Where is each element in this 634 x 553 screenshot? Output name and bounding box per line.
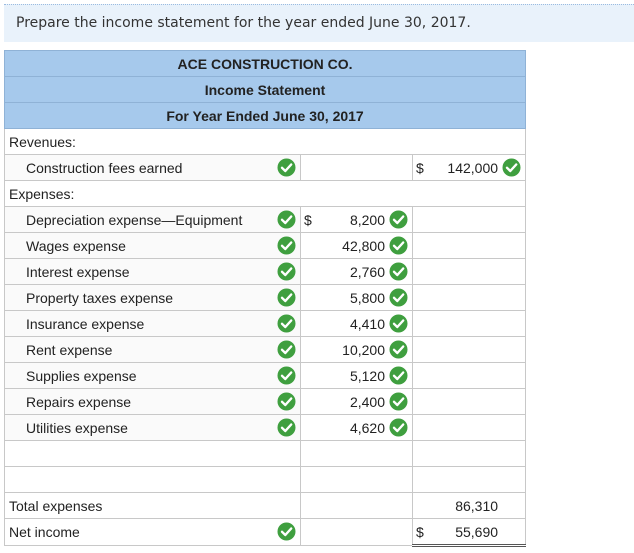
expense-amount: 8,200: [349, 212, 385, 228]
instruction-bar: Prepare the income statement for the yea…: [4, 4, 634, 42]
expense-amount: 10,200: [342, 342, 385, 358]
expense-amount: 5,120: [349, 368, 385, 384]
check-icon: [502, 158, 522, 177]
check-icon: [277, 288, 296, 307]
check-icon: [389, 210, 408, 229]
check-icon: [389, 236, 408, 255]
check-icon: [277, 158, 296, 177]
section-label: Revenues:: [9, 134, 76, 150]
instruction: Prepare the income statement for the yea…: [16, 15, 471, 31]
check-icon: [389, 392, 408, 411]
expense-amount: 5,800: [349, 290, 385, 306]
total-amount: 142,000: [447, 160, 499, 176]
expense-amount: 4,410: [349, 316, 385, 332]
line-label: Supplies expense: [26, 368, 137, 384]
total-amount: 55,690: [455, 524, 499, 540]
check-icon: [277, 340, 296, 359]
total-amount: 86,310: [455, 498, 499, 514]
line-label: Interest expense: [26, 264, 130, 280]
check-icon: [389, 418, 408, 437]
check-icon: [389, 340, 408, 359]
check-icon: [389, 314, 408, 333]
line-label: Insurance expense: [26, 316, 145, 332]
company-name: ACE CONSTRUCTION CO.: [3, 50, 527, 77]
check-icon: [277, 522, 296, 541]
expense-amount: 4,620: [349, 420, 385, 436]
check-icon: [277, 366, 296, 385]
line-label: Total expenses: [9, 498, 103, 514]
check-icon: [277, 314, 296, 333]
line-label: Wages expense: [26, 238, 126, 254]
expense-amount: 2,760: [349, 264, 385, 280]
statement-period: For Year Ended June 30, 2017: [3, 102, 527, 129]
check-icon: [277, 262, 296, 281]
expense-amount: 42,800: [342, 238, 385, 254]
income-statement: ACE CONSTRUCTION CO. Income Statement Fo…: [3, 50, 527, 547]
line-label: Utilities expense: [26, 420, 128, 436]
check-icon: [277, 210, 296, 229]
statement-name: Income Statement: [3, 76, 527, 103]
line-label: Repairs expense: [26, 394, 132, 410]
section-label: Expenses:: [9, 186, 75, 202]
currency: $: [304, 212, 312, 228]
line-label: Rent expense: [26, 342, 113, 358]
check-icon: [277, 236, 296, 255]
currency: $: [416, 524, 424, 540]
check-icon: [277, 392, 296, 411]
expense-amount: 2,400: [349, 394, 385, 410]
line-label: Property taxes expense: [26, 290, 174, 306]
line-label: Net income: [9, 524, 80, 540]
check-icon: [389, 262, 408, 281]
check-icon: [389, 366, 408, 385]
line-label: Depreciation expense—Equipment: [26, 212, 243, 228]
currency: $: [416, 160, 424, 176]
check-icon: [277, 418, 296, 437]
line-label: Construction fees earned: [26, 160, 183, 176]
check-icon: [389, 288, 408, 307]
